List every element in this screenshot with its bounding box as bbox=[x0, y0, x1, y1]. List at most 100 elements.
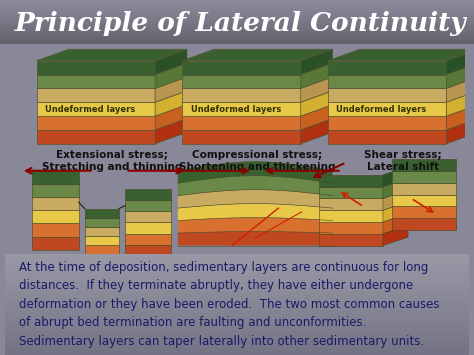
Polygon shape bbox=[301, 119, 333, 144]
Polygon shape bbox=[85, 255, 119, 264]
Bar bbox=[0, 34, 474, 35]
Bar bbox=[5, 296, 469, 297]
Bar bbox=[5, 301, 469, 302]
Text: Undeformed layers: Undeformed layers bbox=[191, 105, 281, 114]
Polygon shape bbox=[37, 49, 187, 61]
Bar bbox=[5, 331, 469, 332]
Bar bbox=[5, 292, 469, 293]
Bar bbox=[5, 328, 469, 329]
Polygon shape bbox=[328, 116, 447, 130]
Bar bbox=[5, 306, 469, 307]
Bar bbox=[0, 24, 474, 25]
Bar bbox=[0, 33, 474, 34]
Bar bbox=[5, 322, 469, 323]
Bar bbox=[5, 259, 469, 260]
Bar bbox=[5, 315, 469, 316]
Polygon shape bbox=[125, 245, 172, 256]
Bar bbox=[5, 262, 469, 263]
Polygon shape bbox=[85, 218, 119, 227]
Polygon shape bbox=[383, 225, 408, 246]
Polygon shape bbox=[85, 245, 119, 255]
Bar bbox=[5, 334, 469, 335]
Bar bbox=[5, 349, 469, 350]
Bar bbox=[5, 302, 469, 304]
Polygon shape bbox=[319, 175, 383, 187]
Bar bbox=[0, 43, 474, 44]
Bar bbox=[5, 330, 469, 331]
Bar bbox=[5, 310, 469, 311]
Polygon shape bbox=[301, 105, 333, 130]
Polygon shape bbox=[392, 207, 456, 218]
Polygon shape bbox=[447, 77, 474, 102]
Bar bbox=[5, 304, 469, 305]
Polygon shape bbox=[37, 75, 155, 88]
Polygon shape bbox=[383, 214, 408, 234]
Polygon shape bbox=[319, 198, 383, 210]
Polygon shape bbox=[37, 130, 155, 144]
Bar bbox=[0, 41, 474, 42]
Bar bbox=[0, 22, 474, 23]
Bar bbox=[0, 27, 474, 28]
Bar bbox=[0, 29, 474, 30]
Bar bbox=[5, 342, 469, 343]
Polygon shape bbox=[328, 130, 447, 144]
Bar bbox=[0, 23, 474, 24]
Bar bbox=[5, 317, 469, 318]
Polygon shape bbox=[328, 49, 474, 61]
Bar bbox=[5, 254, 469, 255]
Bar bbox=[0, 7, 474, 8]
Polygon shape bbox=[182, 75, 301, 88]
Bar bbox=[5, 257, 469, 258]
Bar bbox=[0, 2, 474, 3]
Bar bbox=[5, 295, 469, 296]
Bar bbox=[5, 320, 469, 321]
Polygon shape bbox=[155, 77, 187, 102]
Bar bbox=[5, 323, 469, 324]
Polygon shape bbox=[182, 102, 301, 116]
Bar bbox=[5, 298, 469, 299]
Bar bbox=[5, 265, 469, 266]
Polygon shape bbox=[383, 166, 408, 187]
Bar bbox=[0, 16, 474, 17]
Bar bbox=[5, 344, 469, 345]
Bar bbox=[5, 307, 469, 308]
Bar bbox=[5, 343, 469, 344]
Bar bbox=[0, 21, 474, 22]
Bar bbox=[5, 285, 469, 286]
Polygon shape bbox=[328, 61, 447, 75]
Bar bbox=[5, 311, 469, 312]
Bar bbox=[5, 268, 469, 269]
Bar bbox=[0, 32, 474, 33]
Bar bbox=[5, 273, 469, 274]
Bar bbox=[5, 261, 469, 262]
Polygon shape bbox=[392, 218, 456, 230]
Polygon shape bbox=[125, 200, 172, 211]
Bar bbox=[0, 18, 474, 19]
Bar bbox=[0, 25, 474, 26]
Polygon shape bbox=[178, 190, 333, 208]
Bar bbox=[0, 31, 474, 32]
Polygon shape bbox=[447, 91, 474, 116]
Polygon shape bbox=[37, 116, 155, 130]
Polygon shape bbox=[155, 63, 187, 88]
Bar bbox=[5, 352, 469, 353]
Polygon shape bbox=[319, 222, 383, 234]
Polygon shape bbox=[125, 234, 172, 245]
Bar bbox=[5, 312, 469, 313]
Bar bbox=[5, 269, 469, 270]
Bar bbox=[0, 38, 474, 39]
Polygon shape bbox=[328, 102, 447, 116]
Text: Compressional stress;
Shortening and thickening: Compressional stress; Shortening and thi… bbox=[179, 150, 336, 171]
Bar bbox=[0, 30, 474, 31]
Bar bbox=[5, 337, 469, 338]
Bar bbox=[5, 287, 469, 288]
Bar bbox=[0, 6, 474, 7]
Bar bbox=[5, 321, 469, 322]
Text: Shear stress;
Lateral shift: Shear stress; Lateral shift bbox=[365, 150, 442, 171]
Bar bbox=[0, 0, 474, 1]
Polygon shape bbox=[182, 116, 301, 130]
Bar bbox=[5, 255, 469, 256]
Bar bbox=[5, 283, 469, 284]
Bar bbox=[5, 267, 469, 268]
Bar bbox=[5, 332, 469, 333]
